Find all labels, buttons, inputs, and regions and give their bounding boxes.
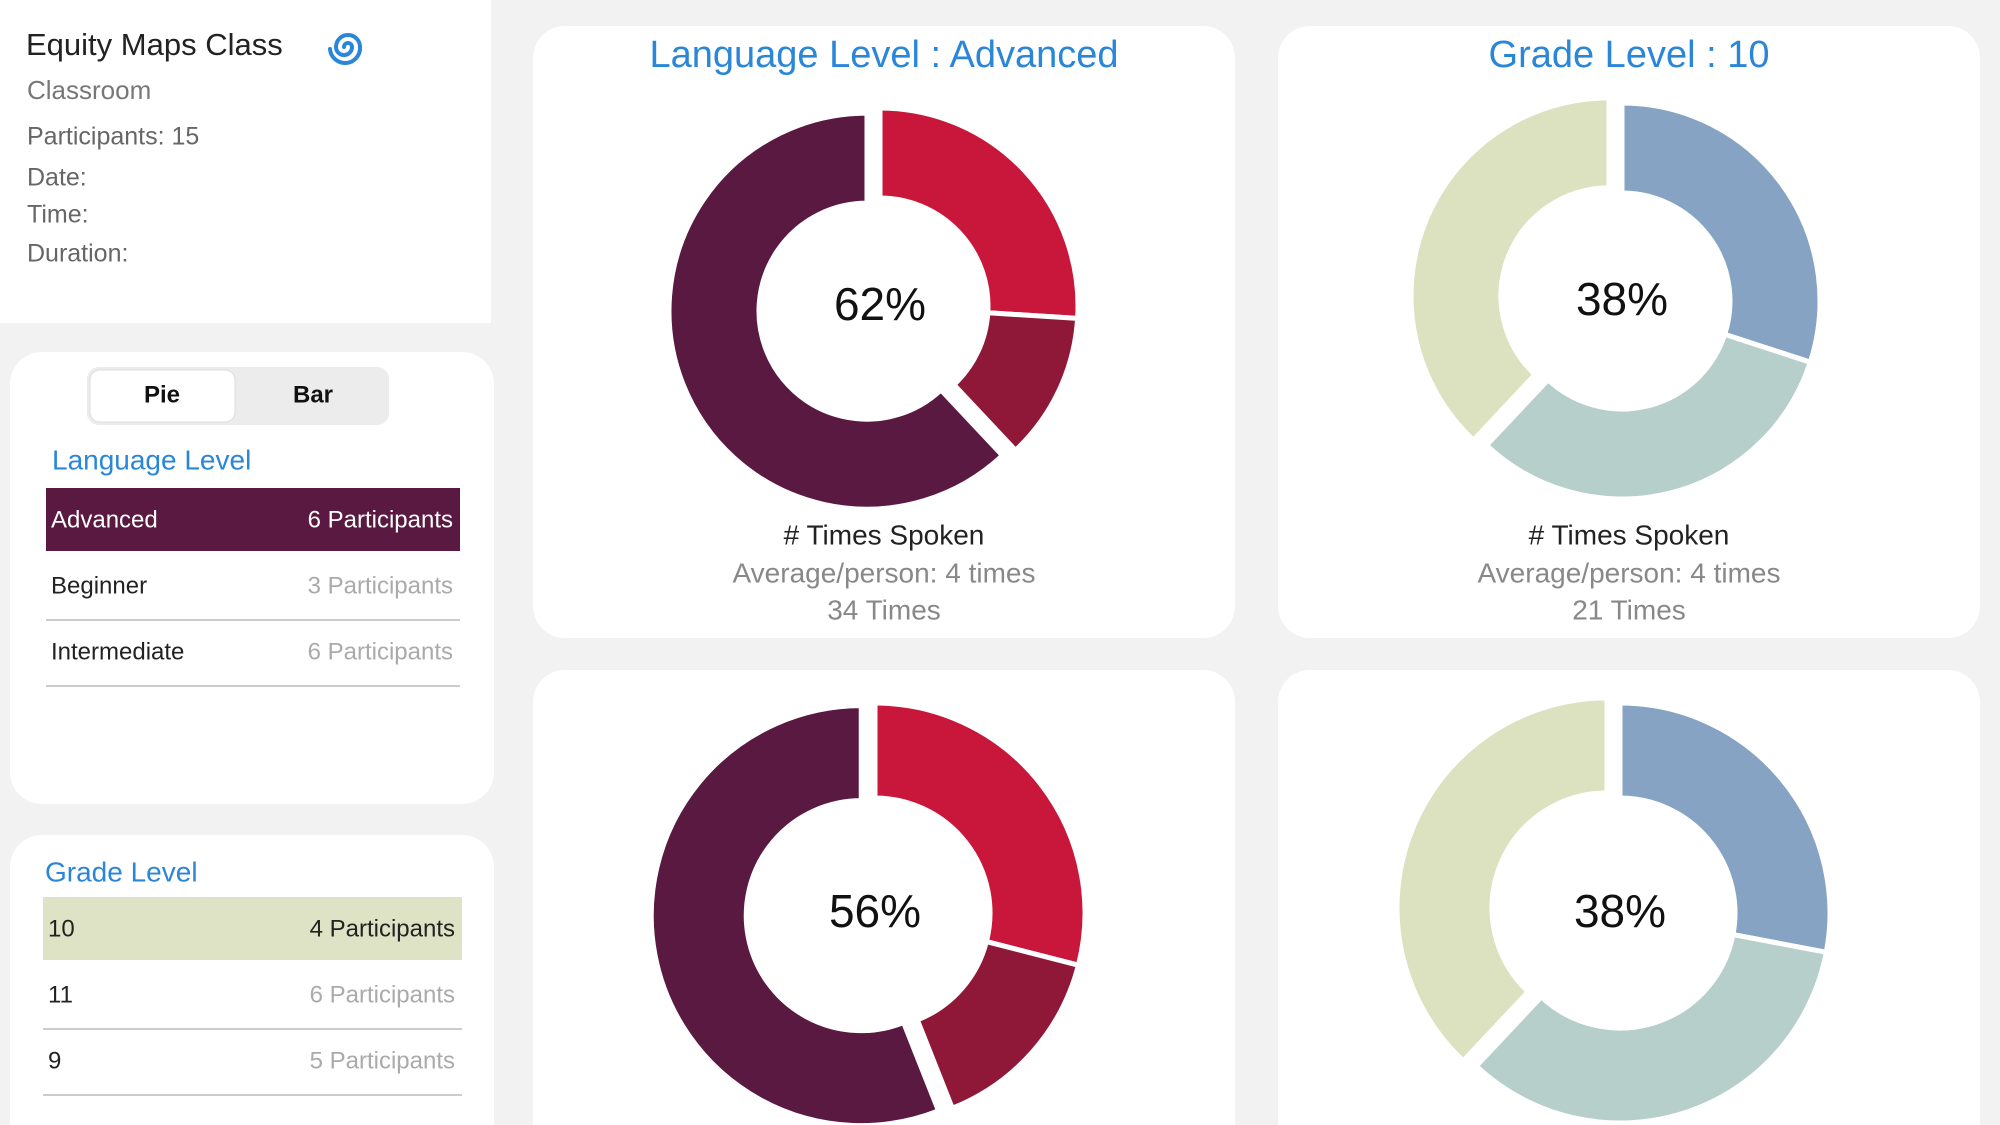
donut-segment bbox=[877, 105, 1081, 322]
donut-segment bbox=[1394, 695, 1610, 1065]
row-label[interactable]: Beginner bbox=[51, 572, 147, 599]
donut-segment bbox=[1482, 331, 1814, 502]
chart-caption: # Times Spoken bbox=[784, 519, 985, 550]
chart-total: 34 Times bbox=[827, 594, 941, 625]
donut-segment bbox=[1472, 931, 1830, 1125]
row-selected[interactable] bbox=[43, 897, 462, 960]
donut-segment bbox=[1619, 100, 1823, 366]
participants: Participants: 15 bbox=[27, 123, 199, 151]
chart-total: 21 Times bbox=[1572, 594, 1686, 625]
row-count[interactable]: 6 Participants bbox=[310, 981, 455, 1008]
row-count[interactable]: 5 Participants bbox=[310, 1047, 455, 1074]
row-count[interactable]: 6 Participants bbox=[308, 506, 453, 533]
row-count[interactable]: 4 Participants bbox=[310, 915, 455, 942]
chart-average: Average/person: 4 times bbox=[1478, 557, 1781, 588]
row-label[interactable]: 11 bbox=[48, 981, 73, 1008]
row-label[interactable]: 10 bbox=[48, 915, 75, 942]
row-selected[interactable] bbox=[46, 488, 460, 551]
session-title: Equity Maps Class bbox=[26, 27, 283, 62]
segment-selected[interactable] bbox=[89, 369, 236, 423]
chart-average: Average/person: 4 times bbox=[733, 557, 1036, 588]
donut-segment bbox=[648, 703, 942, 1125]
row-label[interactable]: Intermediate bbox=[51, 638, 184, 665]
chart-title: Language Level : Advanced bbox=[649, 34, 1118, 76]
row-label[interactable]: 9 bbox=[48, 1047, 61, 1074]
spiral-icon bbox=[328, 33, 363, 66]
donut-center-value: 56% bbox=[829, 885, 921, 937]
chart-card bbox=[533, 26, 1235, 638]
chart-caption: # Times Spoken bbox=[1529, 519, 1730, 550]
date: Date: bbox=[27, 164, 87, 192]
row-count[interactable]: 3 Participants bbox=[308, 572, 453, 599]
filter-card bbox=[10, 352, 494, 804]
toggle-option[interactable]: Bar bbox=[293, 381, 333, 408]
toggle-option[interactable]: Pie bbox=[144, 381, 180, 408]
donut-segment bbox=[1408, 95, 1612, 444]
donut-center-value: 62% bbox=[834, 278, 926, 330]
donut-center-value: 38% bbox=[1576, 273, 1668, 325]
row-count[interactable]: 6 Participants bbox=[308, 638, 453, 665]
donut-segment bbox=[872, 700, 1088, 969]
row-label[interactable]: Advanced bbox=[51, 506, 158, 533]
duration: Duration: bbox=[27, 240, 128, 268]
session-subtitle: Classroom bbox=[27, 75, 151, 105]
donut-center-value: 38% bbox=[1574, 885, 1666, 937]
donut-segment bbox=[666, 110, 1007, 512]
group-title: Language Level bbox=[52, 444, 251, 475]
donut-segment bbox=[950, 310, 1081, 454]
time: Time: bbox=[27, 201, 89, 229]
group-title: Grade Level bbox=[45, 856, 198, 887]
donut-segment bbox=[1617, 700, 1833, 956]
donut-segment bbox=[914, 938, 1082, 1112]
session-info-panel bbox=[0, 0, 491, 323]
chart-title: Grade Level : 10 bbox=[1489, 34, 1770, 76]
